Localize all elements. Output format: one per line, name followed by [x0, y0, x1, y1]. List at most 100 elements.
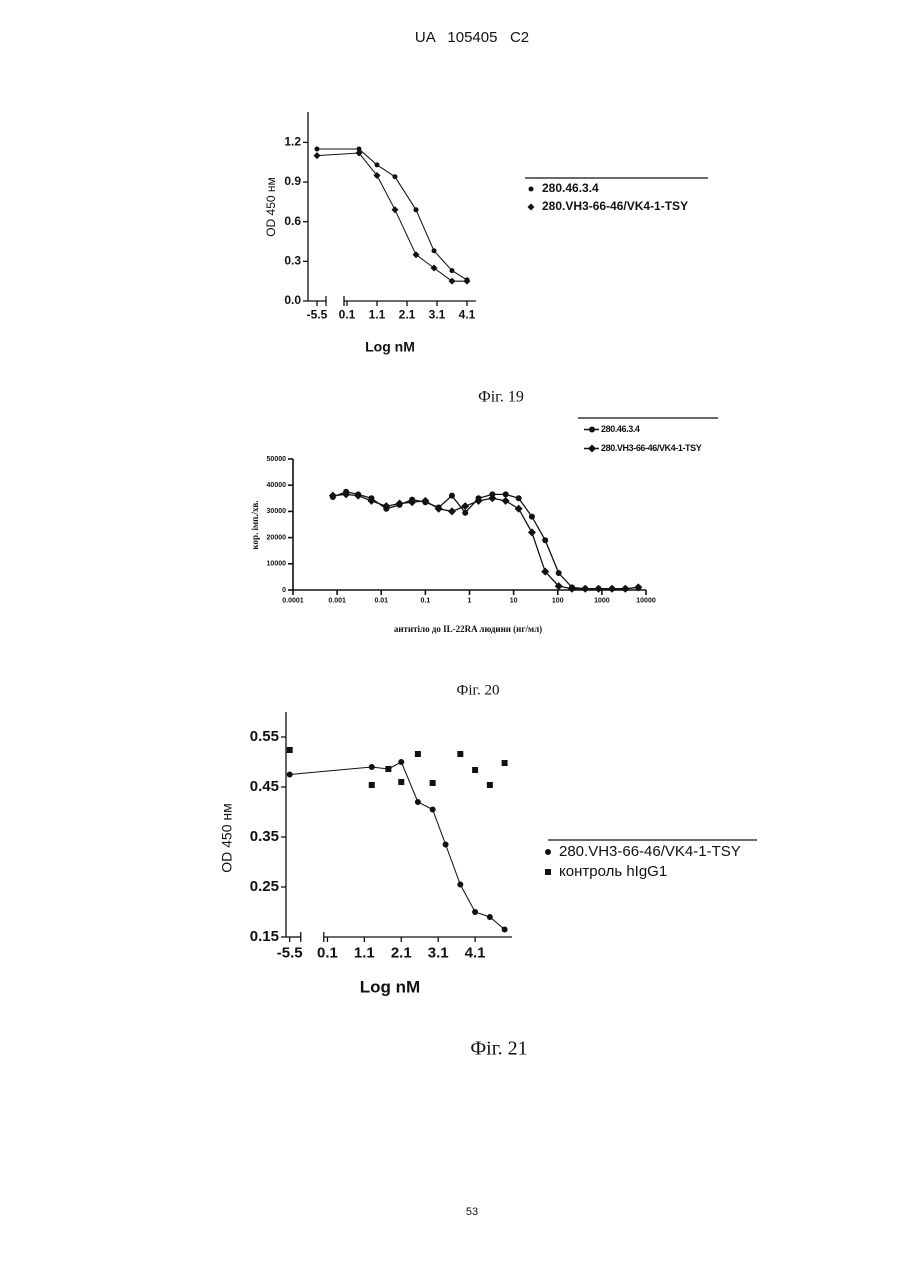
data-point	[487, 914, 493, 920]
legend-marker	[529, 187, 534, 192]
data-point	[457, 882, 463, 888]
y-tick-label: 0.55	[250, 728, 279, 745]
series-line	[317, 149, 467, 280]
data-point	[287, 747, 293, 753]
x-axis-label: Log nM	[360, 977, 420, 996]
legend-marker	[589, 427, 595, 433]
data-point	[503, 491, 509, 497]
y-tick-label: 50000	[267, 456, 287, 463]
data-point	[581, 585, 589, 593]
series-line	[290, 762, 505, 930]
y-axis-label: кор. імп./хв.	[250, 500, 260, 549]
x-tick-label: 0.1	[339, 308, 356, 322]
legend-label: 280.VH3-66-46/VK4-1-TSY	[601, 443, 702, 453]
page: UA 105405 C2 53 0.0 0.3 0.6 0.9 1.2 -5.5 0.1 1.…	[0, 0, 901, 1273]
y-tick-label: 1.2	[284, 135, 301, 149]
data-point	[529, 514, 535, 520]
series-line	[333, 494, 639, 588]
data-point	[457, 751, 463, 757]
y-axis-label: OD 450 нм	[264, 177, 278, 237]
y-tick-label: 0.15	[250, 928, 279, 945]
legend-label: 280.VH3-66-46/VK4-1-TSY	[542, 199, 688, 213]
data-point	[430, 780, 436, 786]
data-point	[516, 495, 522, 501]
data-point	[502, 927, 508, 933]
x-tick-label: 2.1	[399, 308, 416, 322]
y-axis-label: OD 450 нм	[219, 803, 235, 873]
y-tick-label: 0.0	[284, 293, 301, 307]
data-point	[354, 492, 362, 500]
data-point	[315, 147, 320, 152]
x-tick-label: 1000	[594, 598, 610, 605]
x-tick-label: 4.1	[459, 308, 476, 322]
data-point	[502, 760, 508, 766]
data-point	[369, 782, 375, 788]
x-tick-label: 1	[468, 598, 472, 605]
x-tick-label: 0.1	[317, 944, 338, 961]
y-tick-label: 0	[282, 587, 286, 594]
data-point	[415, 799, 421, 805]
x-tick-label: -5.5	[307, 308, 328, 322]
data-point	[398, 779, 404, 785]
x-axis-label: Log nM	[365, 339, 415, 355]
x-axis-label: антитіло до IL-22RA людини (нг/мл)	[394, 624, 542, 634]
data-point	[398, 759, 404, 765]
y-tick-label: 0.35	[250, 828, 279, 845]
data-point	[542, 537, 548, 543]
x-tick-label: 0.1	[421, 598, 431, 605]
data-point	[448, 507, 456, 515]
data-point	[502, 497, 510, 505]
data-point	[608, 585, 616, 593]
data-point	[450, 268, 455, 273]
legend-label: 280.46.3.4	[542, 181, 599, 195]
x-tick-label: -5.5	[277, 944, 303, 961]
x-tick-label: 3.1	[429, 308, 446, 322]
data-point	[314, 152, 321, 159]
x-tick-label: 10000	[636, 598, 656, 605]
data-point	[414, 207, 419, 212]
legend-marker	[528, 204, 535, 211]
x-tick-label: 1.1	[369, 308, 386, 322]
data-point	[287, 772, 293, 778]
y-tick-label: 0.9	[284, 174, 301, 188]
x-tick-label: 3.1	[428, 944, 449, 961]
data-point	[369, 764, 375, 770]
data-point	[375, 162, 380, 167]
data-point	[392, 206, 399, 213]
legend-label: 280.VH3-66-46/VK4-1-TSY	[559, 843, 741, 860]
x-tick-label: 2.1	[391, 944, 412, 961]
header: UA 105405 C2	[415, 29, 529, 46]
legend-label: 280.46.3.4	[601, 424, 640, 434]
data-point	[528, 528, 536, 536]
y-tick-label: 0.3	[284, 254, 301, 268]
data-point	[472, 909, 478, 915]
data-point	[472, 767, 478, 773]
y-tick-label: 0.45	[250, 778, 279, 795]
data-point	[449, 493, 455, 499]
figure-caption: Фіг. 19	[478, 389, 524, 406]
x-tick-label: 0.01	[374, 598, 388, 605]
figure-caption: Фіг. 21	[470, 1038, 527, 1060]
page-number: 53	[466, 1206, 478, 1218]
data-point	[556, 570, 562, 576]
data-point	[393, 174, 398, 179]
legend-marker	[588, 445, 596, 453]
x-tick-label: 1.1	[354, 944, 375, 961]
data-point	[415, 751, 421, 757]
legend-marker	[545, 849, 551, 855]
y-tick-label: 0.6	[284, 214, 301, 228]
x-tick-label: 10	[510, 598, 518, 605]
data-point	[462, 510, 468, 516]
data-point	[487, 782, 493, 788]
x-tick-label: 0.001	[328, 598, 346, 605]
legend-marker	[545, 869, 551, 875]
data-point	[432, 248, 437, 253]
x-tick-label: 4.1	[465, 944, 486, 961]
data-point	[443, 842, 449, 848]
x-tick-label: 100	[552, 598, 564, 605]
data-point	[430, 807, 436, 813]
data-point	[385, 766, 391, 772]
y-tick-label: 0.25	[250, 878, 279, 895]
figure-caption: Фіг. 20	[457, 682, 500, 698]
y-tick-label: 10000	[267, 561, 287, 568]
